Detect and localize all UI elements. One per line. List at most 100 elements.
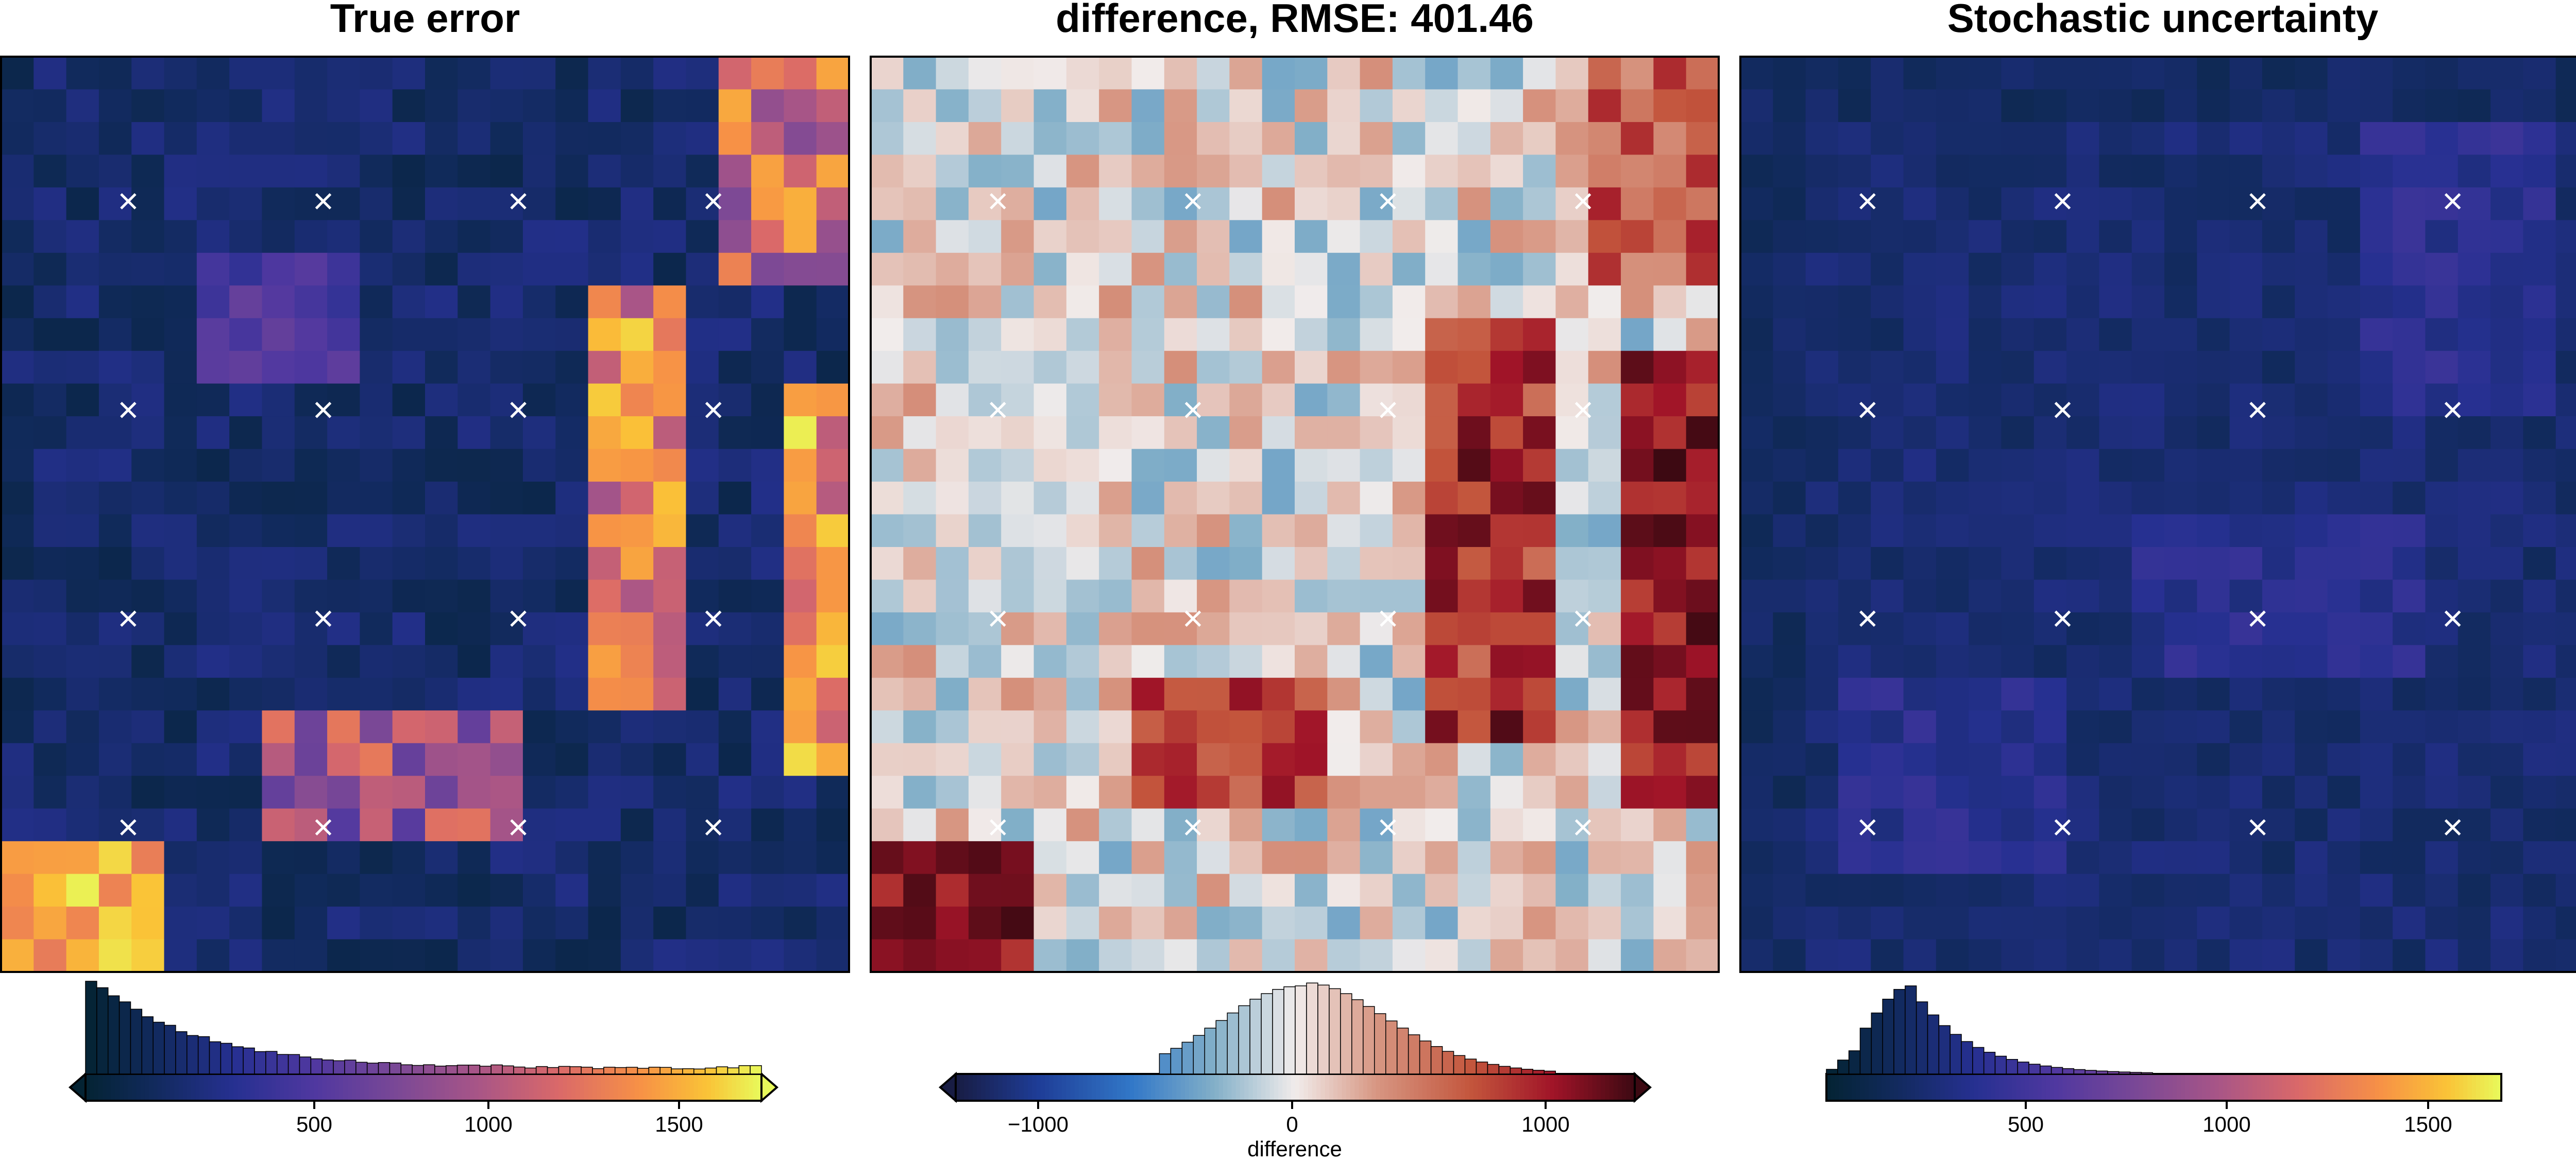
heatmap-cell	[1588, 285, 1621, 319]
heatmap-cell	[2164, 482, 2198, 515]
colorbar-segment	[588, 1074, 593, 1101]
colorbar-segment	[1019, 1074, 1024, 1101]
heatmap-cell	[1, 710, 35, 744]
heatmap-cell	[131, 122, 165, 156]
heatmap-cell	[33, 57, 67, 90]
colorbar-segment	[520, 1074, 526, 1101]
heatmap-cell	[33, 122, 67, 156]
heatmap-cell	[1262, 612, 1295, 646]
heatmap-cell	[1197, 449, 1230, 482]
heatmap-cell	[490, 645, 523, 678]
histogram-bar	[1249, 999, 1262, 1074]
colorbar-segment	[1066, 1074, 1071, 1101]
heatmap-cell	[294, 57, 328, 90]
heatmap-cell	[751, 645, 785, 678]
heatmap-cell	[2523, 252, 2556, 286]
heatmap-cell	[2360, 122, 2393, 156]
colorbar-segment	[1516, 1074, 1521, 1101]
heatmap-cell	[903, 482, 937, 515]
heatmap-cell	[620, 57, 654, 90]
heatmap-cell	[1588, 416, 1621, 450]
colorbar-segment	[1495, 1074, 1500, 1101]
histogram-bar	[671, 1068, 683, 1074]
heatmap-cell	[718, 939, 752, 972]
heatmap-cell	[903, 514, 937, 548]
heatmap-cell	[1621, 122, 1654, 156]
heatmap-cell	[1490, 220, 1523, 253]
heatmap-cell	[2458, 645, 2491, 678]
heatmap-cell	[2295, 710, 2328, 744]
heatmap-cell	[1653, 677, 1687, 711]
colorbar-segment	[546, 1074, 551, 1101]
heatmap-cell	[1, 318, 35, 351]
heatmap-cell	[327, 710, 361, 744]
colorbar-segment	[1146, 1074, 1151, 1101]
heatmap-cell	[1164, 547, 1197, 580]
colorbar-segment	[2400, 1074, 2405, 1101]
heatmap-cell	[686, 710, 719, 744]
colorbar-segment	[288, 1074, 293, 1101]
heatmap-cell	[1164, 155, 1197, 188]
heatmap-cell	[2490, 318, 2524, 351]
colorbar-segment	[1155, 1074, 1160, 1101]
colorbar-segment	[267, 1074, 272, 1101]
heatmap-cell	[327, 776, 361, 809]
colorbar-segment	[1070, 1074, 1075, 1101]
colorbar-segment	[744, 1074, 750, 1101]
heatmap-cell	[2523, 547, 2556, 580]
heatmap-cell	[1490, 677, 1523, 711]
heatmap-cell	[2458, 416, 2491, 450]
heatmap-cell	[2066, 808, 2100, 842]
sample-marker	[510, 402, 527, 418]
heatmap-cell	[2197, 482, 2230, 515]
colorbar-segment	[1567, 1074, 1572, 1101]
heatmap-cell	[229, 449, 263, 482]
colorbar-segment	[1083, 1074, 1088, 1101]
heatmap-cell	[1621, 874, 1654, 907]
heatmap-cell	[1, 874, 35, 907]
colorbar-segment	[1295, 1074, 1300, 1101]
heatmap-cell	[1001, 57, 1035, 90]
heatmap-cell	[1838, 220, 1872, 253]
colorbar-segment	[1278, 1074, 1283, 1101]
heatmap-cell	[2001, 808, 2035, 842]
colorbar-segment	[1486, 1074, 1491, 1101]
colorbar-segment	[2425, 1074, 2430, 1101]
sample-marker	[120, 610, 137, 627]
heatmap-cell	[1936, 874, 1969, 907]
heatmap-cell	[2033, 351, 2067, 384]
heatmap-cell	[2033, 874, 2067, 907]
heatmap-cell	[903, 416, 937, 450]
heatmap-cell	[1871, 874, 1904, 907]
heatmap-cell	[1392, 220, 1426, 253]
heatmap-cell	[718, 449, 752, 482]
heatmap-cell	[816, 220, 850, 253]
heatmap-cell	[1131, 57, 1165, 90]
heatmap-cell	[1969, 907, 2002, 940]
heatmap-cell	[871, 808, 904, 842]
heatmap-cell	[164, 155, 197, 188]
heatmap-cell	[229, 252, 263, 286]
heatmap-cell	[1490, 710, 1523, 744]
heatmap-cell	[1805, 252, 1839, 286]
heatmap-cell	[2001, 514, 2035, 548]
heatmap-cell	[1871, 645, 1904, 678]
heatmap-cell	[262, 89, 295, 123]
heatmap-cell	[1936, 122, 1969, 156]
heatmap-cell	[2490, 547, 2524, 580]
heatmap-cell	[2229, 841, 2263, 875]
heatmap-cell	[2229, 939, 2263, 972]
heatmap-cell	[1033, 514, 1067, 548]
heatmap-cell	[425, 677, 459, 711]
colorbar-segment	[1991, 1074, 1996, 1101]
heatmap-cell	[620, 482, 654, 515]
heatmap-cell	[1458, 841, 1491, 875]
colorbar-segment	[1333, 1074, 1338, 1101]
heatmap-cell	[66, 187, 99, 221]
heatmap-cell	[1936, 252, 1969, 286]
colorbar-segment	[2257, 1074, 2262, 1101]
colorbar-segment	[1397, 1074, 1402, 1101]
heatmap-cell	[1653, 907, 1687, 940]
heatmap-cell	[1001, 710, 1035, 744]
heatmap-cell	[2099, 416, 2132, 450]
